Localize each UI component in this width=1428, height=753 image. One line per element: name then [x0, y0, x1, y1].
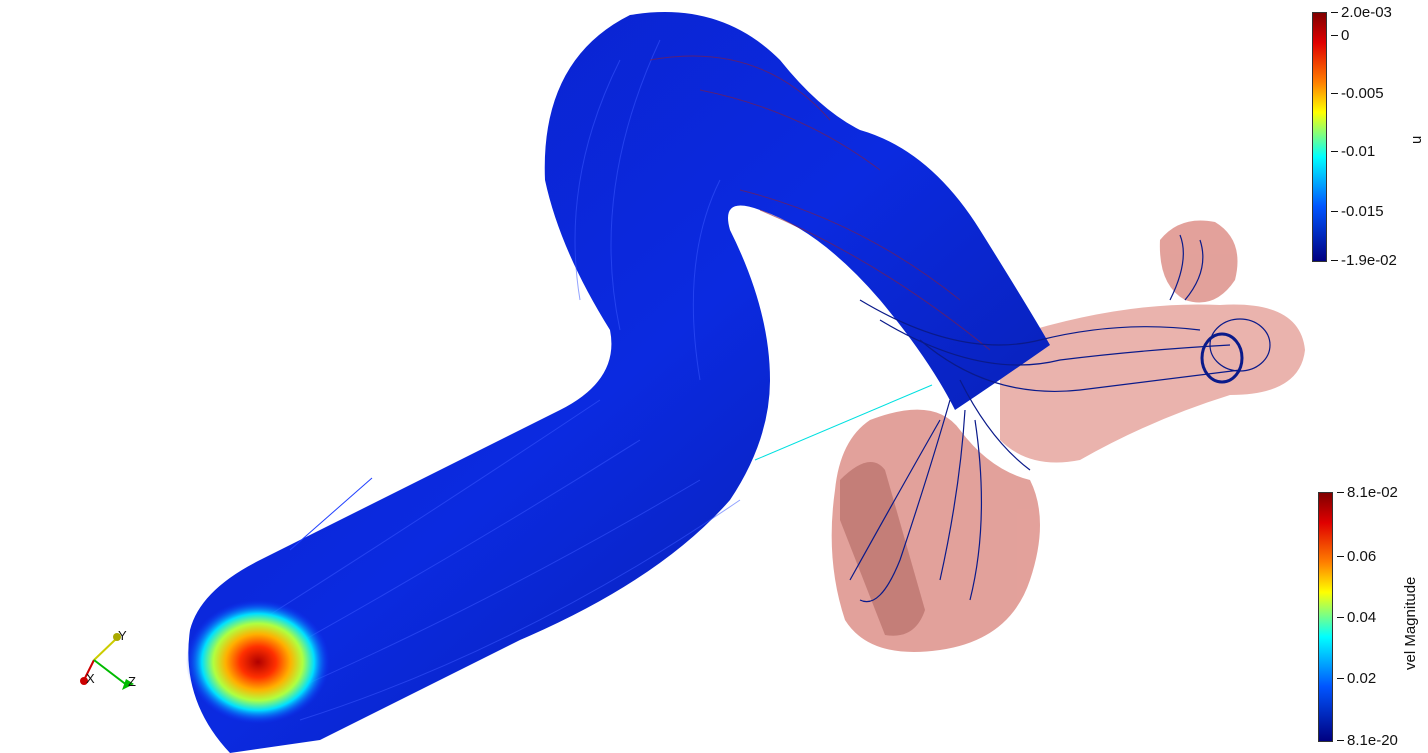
scalar-bar-u-gradient [1312, 12, 1327, 262]
scalar-bar-vel-tick-1: 0.04 [1336, 609, 1377, 626]
y-axis-line [93, 637, 118, 661]
z-axis-line [93, 659, 129, 687]
z-axis-cone-icon [122, 679, 134, 690]
scalar-bar-u-tick-0: 0 [1330, 27, 1350, 44]
scalar-bar-u-max: 2.0e-03 [1331, 4, 1392, 21]
scalar-bar-u-min: -1.9e-02 [1331, 252, 1397, 269]
scalar-bar-u-tick-1: -0.005 [1331, 85, 1384, 102]
probe-line-blue [289, 477, 373, 551]
scalar-bar-u-tick-3: -0.015 [1331, 203, 1384, 220]
scalar-bar-vel-max: 8.1e-02 [1337, 484, 1398, 501]
z-axis-label: Z [128, 674, 136, 689]
x-axis-label: X [86, 671, 95, 686]
sparse-streamlines [849, 234, 1271, 603]
scalar-bar-u-title: u [1408, 135, 1425, 144]
streamline-bundle [188, 12, 1050, 753]
scalar-bar-vel-title: vel Magnitude [1402, 576, 1419, 670]
scalar-bar-vel-tick-0: 0.06 [1336, 548, 1377, 565]
scalar-bar-vel-tick-2: 0.02 [1336, 670, 1377, 687]
y-axis-label: Y [118, 628, 127, 643]
scalar-bar-vel-gradient [1318, 492, 1333, 742]
scalar-bar-u-tick-2: -0.01 [1330, 143, 1376, 160]
inlet-velocity-hotspot [186, 600, 330, 724]
scalar-bar-vel-min: 8.1e-20 [1337, 732, 1398, 749]
orientation-axes[interactable]: X Y Z [80, 628, 136, 690]
x-axis-line [83, 659, 95, 681]
probe-line-cyan [754, 384, 933, 461]
x-axis-cone-icon [80, 677, 88, 685]
y-axis-cone-icon [113, 633, 121, 641]
